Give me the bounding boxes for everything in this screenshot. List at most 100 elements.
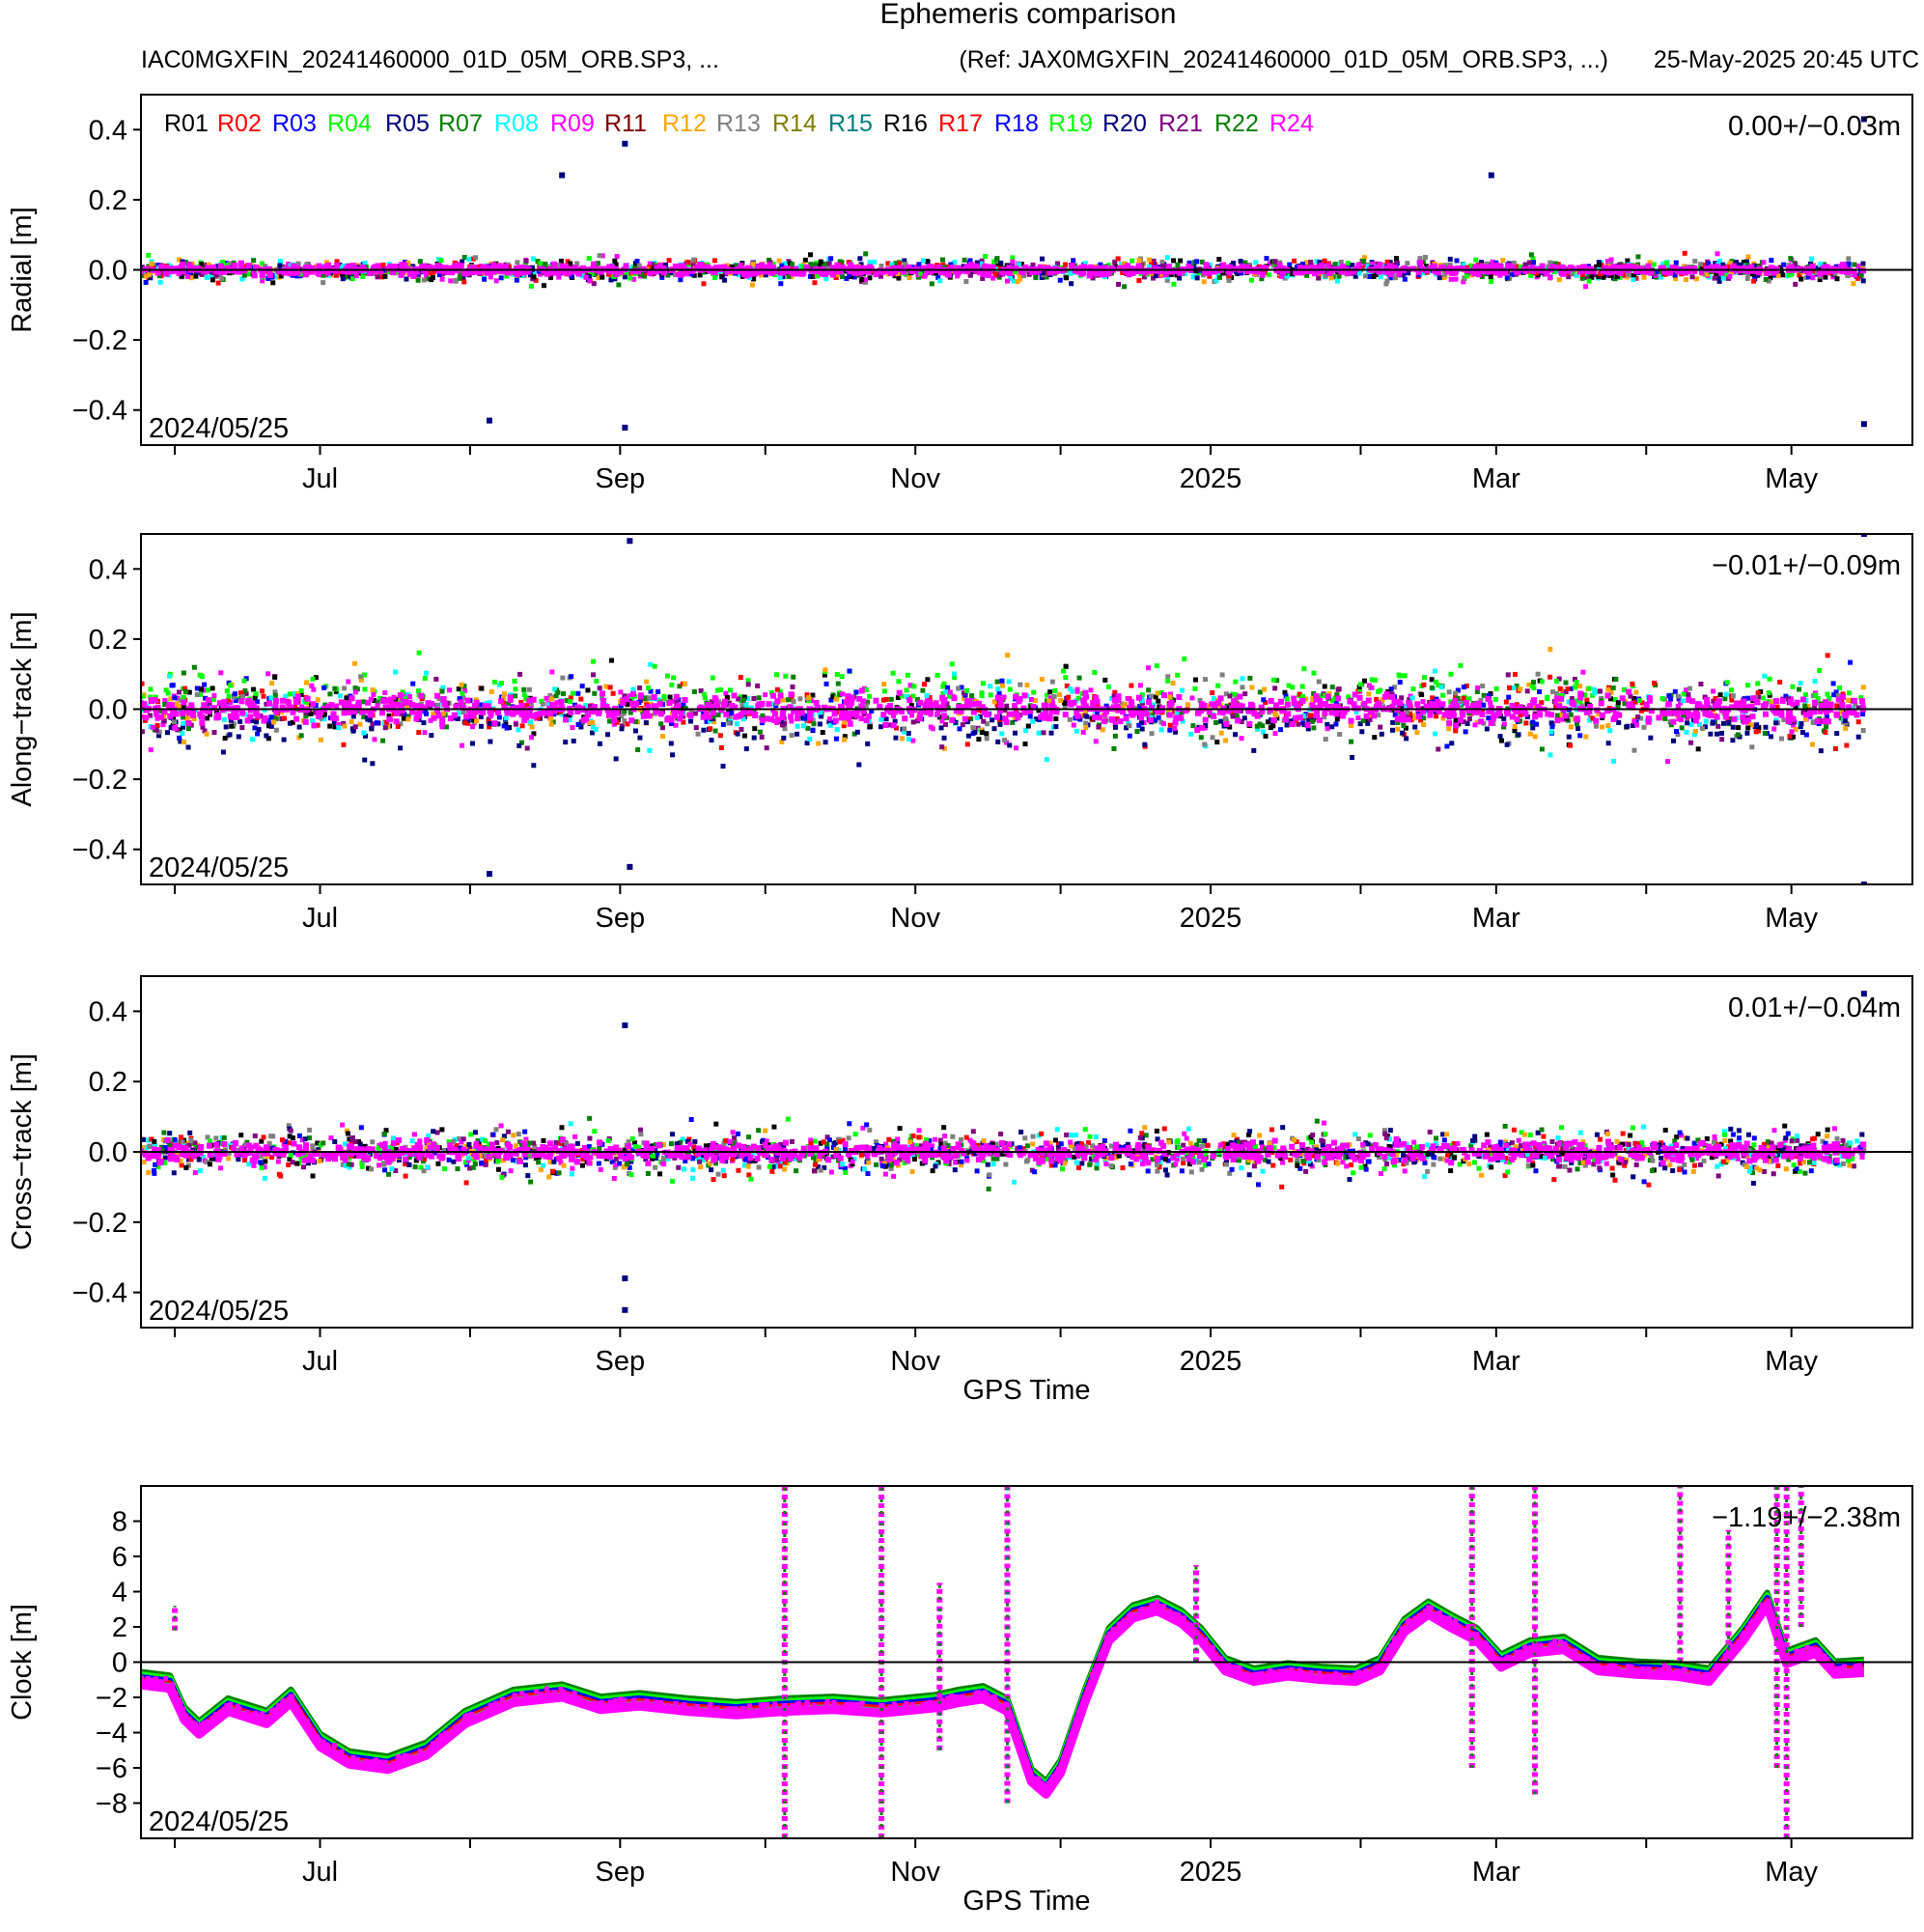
legend-entry-r16: R16	[883, 110, 928, 137]
data-point	[1297, 691, 1302, 697]
data-point	[673, 722, 679, 728]
data-point	[1805, 274, 1811, 280]
data-point	[1745, 725, 1751, 731]
data-point	[989, 266, 995, 272]
data-point	[370, 686, 376, 692]
data-point	[526, 686, 532, 692]
data-point	[179, 273, 184, 279]
data-point	[851, 274, 857, 280]
data-point	[465, 720, 471, 726]
data-point	[1227, 724, 1233, 730]
data-point	[1119, 701, 1125, 707]
data-point	[291, 263, 297, 269]
data-point	[1536, 688, 1542, 694]
data-point	[383, 719, 389, 725]
data-point	[1408, 266, 1413, 271]
data-point	[1021, 273, 1027, 279]
data-point	[349, 726, 355, 732]
data-point	[253, 264, 260, 270]
data-point	[614, 254, 620, 260]
y-tick-label: 0.0	[89, 256, 127, 287]
data-point	[513, 693, 518, 699]
data-point	[1318, 267, 1324, 274]
data-point	[810, 273, 816, 279]
data-point	[1611, 758, 1617, 764]
data-point	[1371, 274, 1377, 280]
data-point	[438, 258, 444, 264]
data-point	[460, 742, 465, 748]
data-point	[594, 678, 600, 684]
data-point	[653, 268, 659, 275]
data-point	[1783, 693, 1789, 699]
data-point	[1787, 734, 1793, 740]
data-point	[930, 726, 935, 732]
data-point	[1074, 728, 1079, 734]
data-point	[1687, 686, 1692, 691]
data-point	[1577, 268, 1584, 275]
data-point	[493, 278, 499, 284]
data-point	[702, 695, 708, 701]
data-point	[1332, 262, 1338, 267]
data-point	[1160, 721, 1166, 727]
data-point	[1818, 748, 1824, 754]
data-point	[941, 735, 947, 741]
data-point	[767, 257, 772, 263]
data-point	[1112, 733, 1118, 739]
data-point	[1142, 269, 1149, 276]
data-point	[1583, 734, 1589, 740]
data-point	[1513, 264, 1519, 269]
data-point	[1010, 719, 1016, 725]
data-point	[1153, 694, 1158, 700]
data-point	[1745, 695, 1751, 701]
data-point	[1031, 689, 1037, 695]
data-point	[588, 703, 594, 709]
data-point	[957, 726, 962, 732]
data-point	[1722, 271, 1728, 277]
data-point	[1057, 277, 1063, 283]
data-point	[1599, 263, 1604, 268]
data-point	[1400, 271, 1406, 277]
data-point	[1395, 726, 1401, 732]
data-point	[1406, 270, 1411, 276]
data-point	[719, 271, 725, 277]
data-point	[1139, 726, 1145, 732]
data-point	[1781, 716, 1787, 722]
data-point	[1664, 261, 1670, 266]
data-point	[1299, 684, 1305, 689]
data-point	[156, 273, 162, 279]
data-point	[995, 263, 1001, 268]
data-point	[1361, 259, 1367, 265]
data-point	[353, 273, 359, 279]
data-point	[422, 676, 428, 682]
data-point	[647, 269, 654, 276]
data-point	[1712, 275, 1717, 281]
data-point	[1239, 736, 1244, 742]
data-point	[1013, 265, 1019, 271]
data-point	[980, 681, 986, 686]
data-point	[447, 687, 453, 693]
data-point	[826, 719, 832, 725]
data-point	[1146, 264, 1152, 269]
data-point	[419, 264, 426, 270]
data-point	[1186, 260, 1192, 266]
data-point	[920, 258, 926, 264]
data-point	[465, 717, 471, 723]
data-point	[1497, 734, 1503, 740]
data-point	[1290, 685, 1296, 690]
data-point	[1259, 265, 1266, 271]
data-point	[842, 734, 848, 740]
data-point	[1291, 695, 1297, 701]
data-point	[816, 263, 822, 268]
data-point	[1557, 686, 1563, 691]
data-point	[743, 272, 750, 279]
data-point	[281, 269, 288, 276]
data-point	[862, 279, 868, 285]
data-point	[1419, 692, 1425, 698]
data-point	[303, 699, 309, 705]
data-point	[1823, 264, 1829, 270]
data-point	[1387, 271, 1394, 278]
data-point	[1222, 715, 1228, 721]
y-tick-label: −0.2	[72, 325, 127, 356]
data-point	[1433, 731, 1438, 737]
data-point	[698, 687, 704, 693]
